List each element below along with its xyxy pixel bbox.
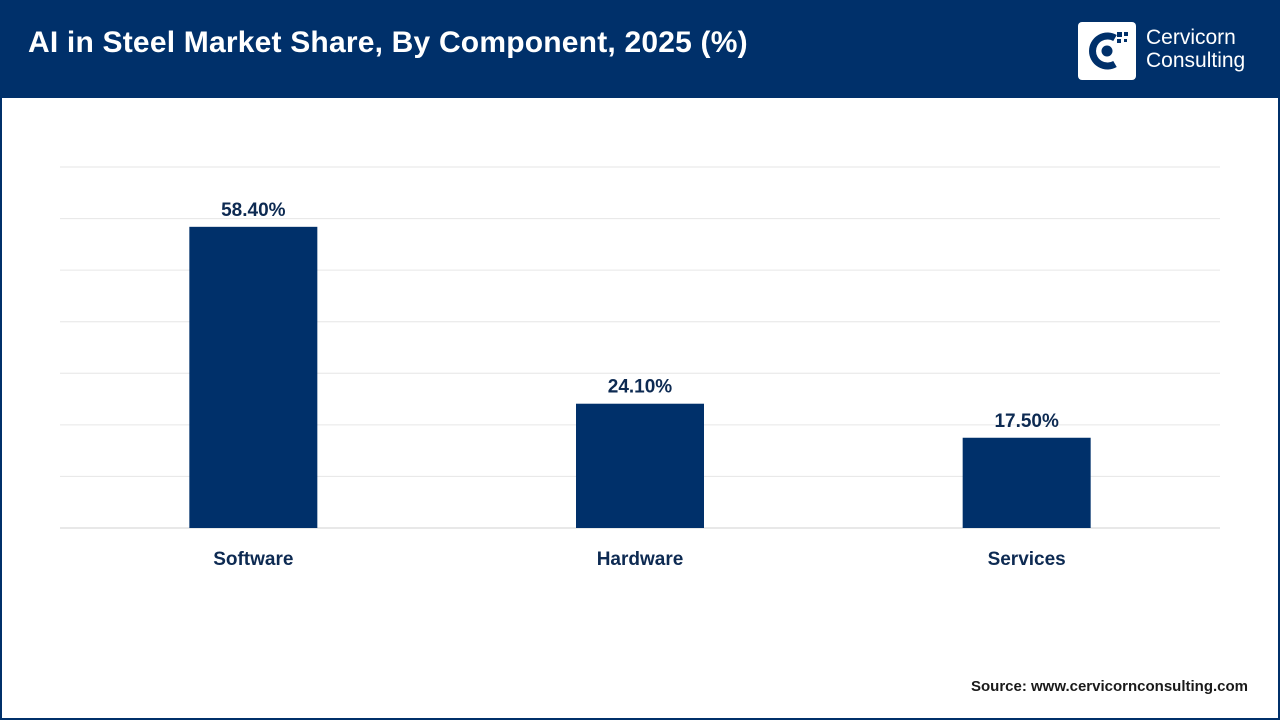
logo-line-2: Consulting xyxy=(1146,49,1246,72)
source-note: Source: www.cervicornconsulting.com xyxy=(970,678,1248,695)
category-label: Hardware xyxy=(597,549,684,570)
bar-hardware xyxy=(576,403,704,528)
category-label: Services xyxy=(988,549,1066,570)
bars xyxy=(189,226,1091,528)
value-label: 24.10% xyxy=(608,377,673,398)
header-banner: AI in Steel Market Share, By Component, … xyxy=(2,2,1278,98)
value-labels: 58.40% 24.10% 17.50% xyxy=(221,200,1059,432)
chart-title: AI in Steel Market Share, By Component, … xyxy=(28,26,748,59)
category-labels: Software Hardware Services xyxy=(213,549,1066,570)
bar-software xyxy=(189,226,318,528)
value-label: 17.50% xyxy=(994,411,1059,432)
logo-c-icon xyxy=(1089,32,1128,70)
category-label: Software xyxy=(213,549,293,570)
logo-wordmark: Cervicorn Consulting xyxy=(1146,26,1245,72)
logo-line-1: Cervicorn xyxy=(1146,26,1236,49)
value-label: 58.40% xyxy=(221,200,286,221)
logo-mark xyxy=(1078,22,1136,80)
bar-services xyxy=(962,437,1091,528)
company-logo: Cervicorn Consulting xyxy=(1078,20,1268,80)
